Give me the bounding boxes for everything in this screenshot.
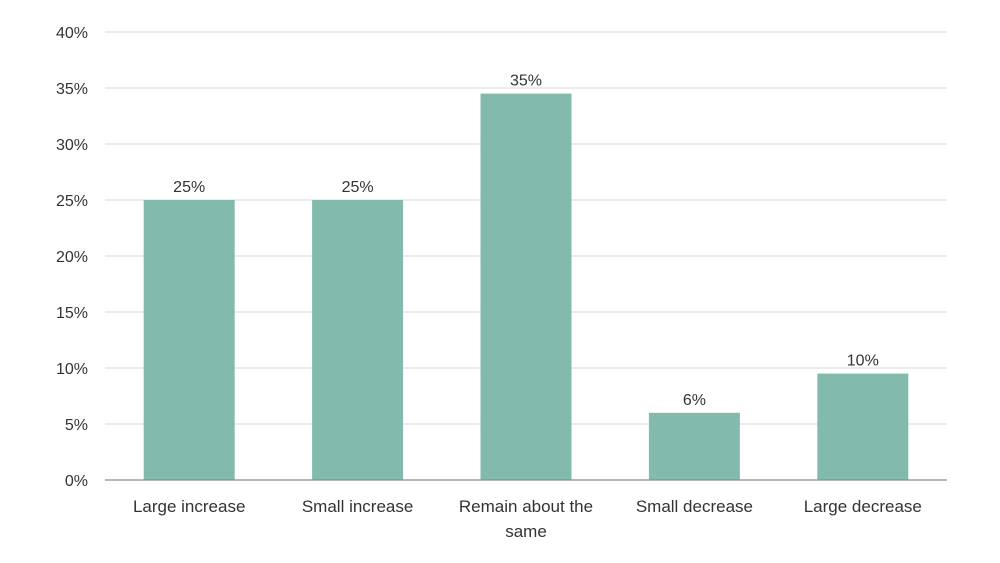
y-tick-label: 25%: [56, 193, 88, 210]
bar: [648, 412, 740, 480]
bar: [480, 93, 572, 480]
y-tick-label: 15%: [56, 305, 88, 322]
x-category-label: Large decrease: [804, 497, 922, 516]
x-category-label-line: same: [505, 522, 547, 541]
bar: [312, 200, 404, 480]
data-label: 25%: [342, 179, 374, 196]
data-labels: 25% 25% 35% 6% 10%: [173, 73, 879, 409]
y-tick-label: 35%: [56, 81, 88, 98]
x-category-label-line: Large decrease: [804, 497, 922, 516]
y-tick-label: 5%: [65, 417, 88, 434]
data-label: 25%: [173, 179, 205, 196]
y-tick-label: 30%: [56, 137, 88, 154]
y-tick-label: 20%: [56, 249, 88, 266]
data-label: 6%: [683, 392, 706, 409]
x-category-label: Small increase: [302, 497, 414, 516]
x-category-label-line: Small increase: [302, 497, 414, 516]
bar: [143, 200, 235, 480]
x-category-label-line: Small decrease: [636, 497, 753, 516]
x-category-label: Large increase: [133, 497, 245, 516]
x-category-label-line: Large increase: [133, 497, 245, 516]
y-tick-label: 0%: [65, 473, 88, 490]
bars: [143, 93, 909, 480]
x-axis-category-labels: Large increase Small increase Remain about…: [133, 497, 922, 541]
y-tick-label: 40%: [56, 25, 88, 42]
x-category-label: Small decrease: [636, 497, 753, 516]
y-tick-label: 10%: [56, 361, 88, 378]
y-axis-tick-labels: 0% 5% 10% 15% 20% 25% 30% 35% 40%: [56, 25, 88, 490]
bar: [817, 373, 909, 480]
data-label: 35%: [510, 73, 542, 90]
x-category-label-line: Remain about the: [459, 497, 593, 516]
x-category-label: Remain about the same: [459, 497, 593, 541]
data-label: 10%: [847, 353, 879, 370]
